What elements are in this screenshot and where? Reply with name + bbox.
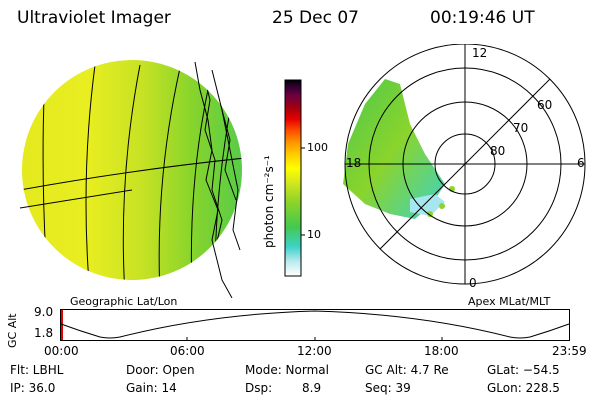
- timeline-xtick-0000: 00:00: [44, 344, 79, 358]
- timeline-xtick-1800: 18:00: [424, 344, 459, 358]
- time-label: 00:19:46 UT: [430, 8, 535, 28]
- timeline-xtick-2359: 23:59: [552, 344, 587, 358]
- timeline-ytick-high: 9.0: [34, 305, 54, 319]
- mlt-label-18: 18: [346, 156, 362, 170]
- apex-caption: Apex MLat/MLT: [468, 295, 551, 308]
- timeline-ytick-low: 1.8: [34, 326, 54, 340]
- colorbar: [284, 79, 305, 277]
- apex-polar-plot: [343, 44, 586, 285]
- glon-info: GLon: 228.5: [487, 381, 560, 395]
- altitude-timeline-plot: [60, 309, 570, 341]
- date-label: 25 Dec 07: [272, 8, 359, 28]
- geographic-caption: Geographic Lat/Lon: [70, 295, 178, 308]
- ip-info: IP: 36.0: [10, 381, 56, 395]
- gain-info: Gain: 14: [126, 381, 177, 395]
- mlt-label-6: 6: [577, 156, 585, 170]
- dsp-label: Dsp:: [245, 381, 273, 395]
- timeline-ylabel: GC Alt: [6, 313, 19, 348]
- colorbar-tick-100: 100: [307, 141, 328, 154]
- timeline-xtick-1200: 12:00: [297, 344, 332, 358]
- mlat-label-80: 80: [490, 144, 506, 158]
- colorbar-tick-10: 10: [307, 228, 321, 241]
- mlat-label-70: 70: [513, 121, 529, 135]
- gc-alt-info: GC Alt: 4.7 Re: [365, 363, 449, 377]
- glat-info: GLat: −54.5: [487, 363, 560, 377]
- earth-disc: [22, 60, 242, 280]
- filter-info: Flt: LBHL: [10, 363, 64, 377]
- mlt-label-0: 0: [469, 276, 477, 290]
- aurora-coverage: [343, 79, 445, 219]
- geographic-earth-image: [19, 60, 242, 298]
- seq-info: Seq: 39: [365, 381, 411, 395]
- dsp-value: 8.9: [302, 381, 322, 395]
- mlat-label-60: 60: [537, 98, 553, 112]
- instrument-title: Ultraviolet Imager: [17, 8, 171, 28]
- lat-lon-grid: [22, 60, 242, 280]
- timeline-xtick-0600: 06:00: [170, 344, 205, 358]
- mlt-label-12: 12: [472, 46, 488, 60]
- door-info: Door: Open: [126, 363, 195, 377]
- mode-info: Mode: Normal: [245, 363, 329, 377]
- colorbar-unit-label: photon cm⁻²s⁻¹: [262, 155, 276, 248]
